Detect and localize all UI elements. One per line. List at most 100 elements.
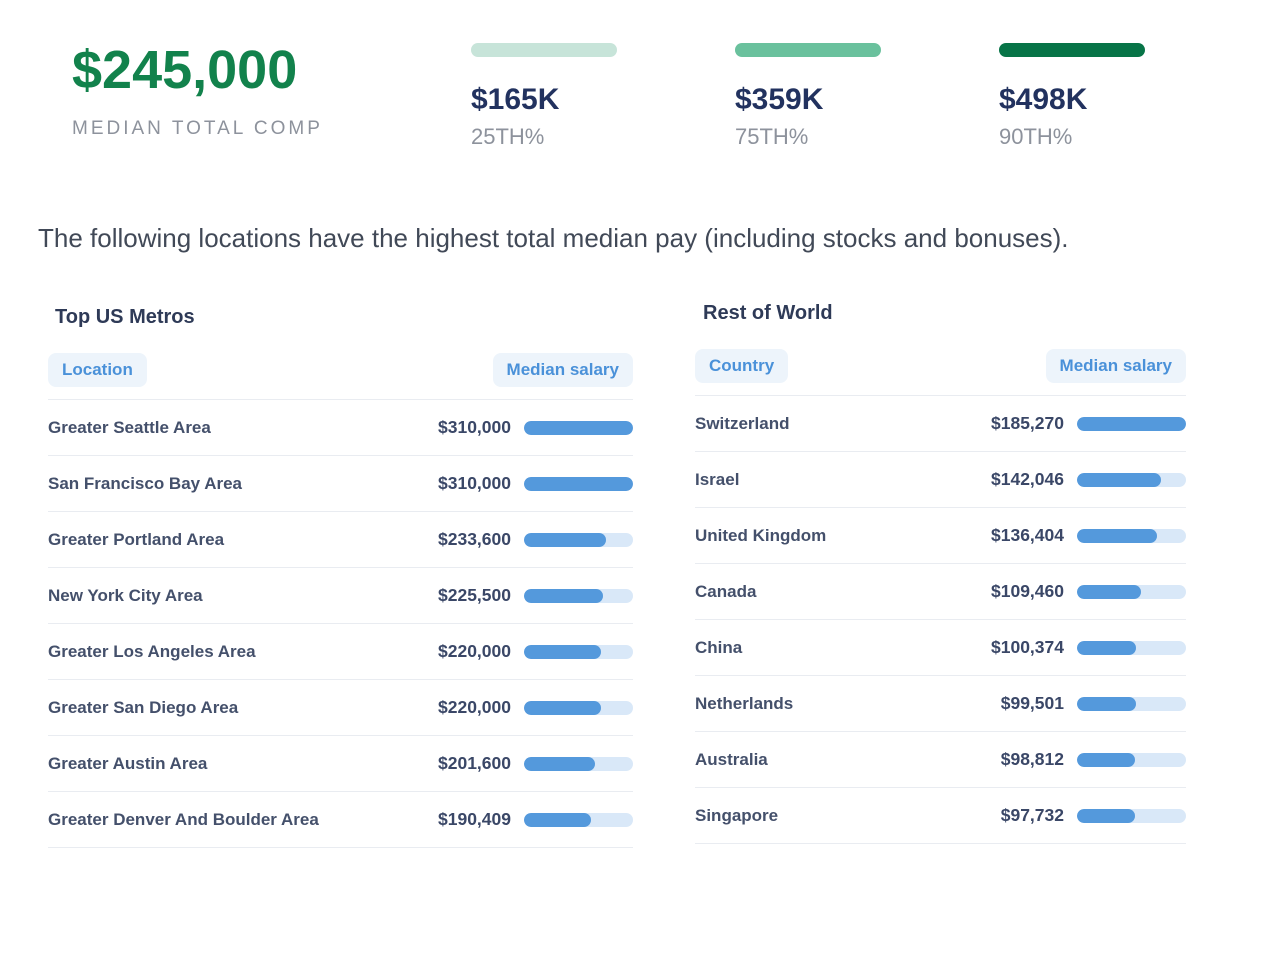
percentile-value: $498K xyxy=(999,83,1088,116)
salary-bar-track xyxy=(524,644,633,659)
salary-bar-fill xyxy=(1077,752,1136,767)
percentile-label: 75TH% xyxy=(735,124,809,149)
table-row: San Francisco Bay Area $310,000 xyxy=(48,456,633,512)
rest-of-world-table: Rest of World Country Median salary Swit… xyxy=(695,302,1186,848)
salary-bar-fill xyxy=(1077,416,1186,431)
salary-bar-track xyxy=(524,700,633,715)
salary-bar-track xyxy=(524,588,633,603)
salary-bar-track xyxy=(524,532,633,547)
row-location-label: Singapore xyxy=(695,805,779,825)
salary-bar-track xyxy=(524,420,633,435)
row-salary-value: $97,732 xyxy=(1000,805,1064,825)
row-location-label: Switzerland xyxy=(695,413,790,433)
salary-bar-track xyxy=(524,812,633,827)
table-row: Singapore $97,732 xyxy=(695,788,1186,844)
row-location-label: China xyxy=(695,637,743,657)
row-salary-value: $233,600 xyxy=(438,529,511,549)
percentile-label: 90TH% xyxy=(999,124,1073,149)
row-salary-value: $310,000 xyxy=(438,417,511,437)
salary-bar-fill xyxy=(524,756,595,771)
salary-tables: Top US Metros Location Median salary Gre… xyxy=(0,302,1263,848)
salary-bar-fill xyxy=(1077,640,1137,655)
salary-bar-track xyxy=(1077,528,1186,543)
row-location-label: Israel xyxy=(695,469,740,489)
table-row: United Kingdom $136,404 xyxy=(695,508,1186,564)
salary-bar-track xyxy=(524,756,633,771)
salary-bar-fill xyxy=(524,420,633,435)
percentile-value: $165K xyxy=(471,83,560,116)
table-row: Canada $109,460 xyxy=(695,564,1186,620)
us-metros-table: Top US Metros Location Median salary Gre… xyxy=(48,306,633,848)
salary-bar-fill xyxy=(1077,528,1158,543)
row-salary-value: $185,270 xyxy=(991,413,1064,433)
row-salary-value: $100,374 xyxy=(991,637,1064,657)
percentile-bar xyxy=(999,43,1145,57)
percentile-card: $498K 90TH% xyxy=(999,40,1145,150)
median-total-comp-label: MEDIAN TOTAL COMP xyxy=(72,118,323,139)
table-header-row: Location Median salary xyxy=(48,353,633,400)
row-salary-value: $109,460 xyxy=(991,581,1064,601)
summary-stats: $245,000 MEDIAN TOTAL COMP $165K 25TH% $… xyxy=(0,0,1263,150)
row-salary-value: $98,812 xyxy=(1000,749,1064,769)
salary-bar-fill xyxy=(524,588,604,603)
table-row: Greater Los Angeles Area $220,000 xyxy=(48,624,633,680)
percentile-label: 25TH% xyxy=(471,124,545,149)
row-location-label: Netherlands xyxy=(695,693,794,713)
row-salary-value: $190,409 xyxy=(438,809,511,829)
salary-bar-fill xyxy=(524,532,607,547)
table-title: Top US Metros xyxy=(55,306,195,328)
table-row: Switzerland $185,270 xyxy=(695,396,1186,452)
salary-bar-fill xyxy=(1077,472,1161,487)
table-row: Greater Denver And Boulder Area $190,409 xyxy=(48,792,633,848)
row-salary-value: $225,500 xyxy=(438,585,511,605)
country-column-header[interactable]: Country xyxy=(695,349,789,383)
table-title: Rest of World xyxy=(703,302,833,324)
table-row: New York City Area $225,500 xyxy=(48,568,633,624)
row-location-label: San Francisco Bay Area xyxy=(48,473,243,493)
row-salary-value: $99,501 xyxy=(1000,693,1064,713)
median-total-comp-value: $245,000 xyxy=(72,40,298,100)
location-column-header[interactable]: Location xyxy=(48,353,147,387)
row-salary-value: $310,000 xyxy=(438,473,511,493)
row-location-label: Greater Austin Area xyxy=(48,753,208,773)
row-location-label: Greater Denver And Boulder Area xyxy=(48,809,319,829)
row-salary-value: $142,046 xyxy=(991,469,1064,489)
table-row: Israel $142,046 xyxy=(695,452,1186,508)
salary-bar-fill xyxy=(1077,584,1142,599)
percentile-bar xyxy=(471,43,617,57)
salary-bar-track xyxy=(1077,584,1186,599)
row-location-label: Greater San Diego Area xyxy=(48,697,239,717)
percentile-bar xyxy=(735,43,881,57)
salary-bar-track xyxy=(1077,640,1186,655)
table-row: Greater Austin Area $201,600 xyxy=(48,736,633,792)
row-location-label: Canada xyxy=(695,581,757,601)
description-text: The following locations have the highest… xyxy=(38,223,1069,253)
row-location-label: Greater Los Angeles Area xyxy=(48,641,256,661)
table-row: Netherlands $99,501 xyxy=(695,676,1186,732)
table-row: Greater Seattle Area $310,000 xyxy=(48,400,633,456)
salary-bar-fill xyxy=(524,644,602,659)
salary-bar-fill xyxy=(524,700,602,715)
salary-bar-fill xyxy=(1077,808,1135,823)
salary-bar-track xyxy=(524,476,633,491)
salary-bar-fill xyxy=(524,476,633,491)
row-location-label: Australia xyxy=(695,749,768,769)
median-total-comp-stat: $245,000 MEDIAN TOTAL COMP xyxy=(72,40,471,140)
row-salary-value: $220,000 xyxy=(438,697,511,717)
salary-bar-track xyxy=(1077,472,1186,487)
salary-bar-track xyxy=(1077,752,1186,767)
table-header-row: Country Median salary xyxy=(695,349,1186,396)
median-salary-column-header[interactable]: Median salary xyxy=(1045,349,1186,383)
table-rows: Switzerland $185,270 Israel $142,046 Uni… xyxy=(695,396,1186,844)
row-location-label: Greater Portland Area xyxy=(48,529,225,549)
row-location-label: United Kingdom xyxy=(695,525,827,545)
salary-bar-track xyxy=(1077,696,1186,711)
salary-bar-track xyxy=(1077,416,1186,431)
table-row: Australia $98,812 xyxy=(695,732,1186,788)
row-salary-value: $201,600 xyxy=(438,753,511,773)
table-rows: Greater Seattle Area $310,000 San Franci… xyxy=(48,400,633,848)
median-salary-column-header[interactable]: Median salary xyxy=(492,353,633,387)
percentile-card: $165K 25TH% xyxy=(471,40,617,150)
percentile-card: $359K 75TH% xyxy=(735,40,881,150)
row-location-label: New York City Area xyxy=(48,585,203,605)
